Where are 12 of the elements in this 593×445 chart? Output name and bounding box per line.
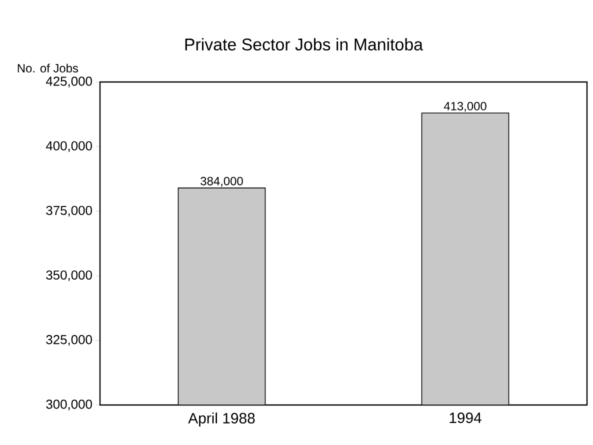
x-tick-label: 1994 xyxy=(450,412,482,424)
y-tick-label: 350,000 xyxy=(46,270,92,282)
x-tick-label: April 1988 xyxy=(188,412,255,426)
data-label: 384,000 xyxy=(200,176,243,187)
y-tick-label: 425,000 xyxy=(46,76,92,88)
y-axis-title: No. of Jobs xyxy=(18,64,78,72)
y-tick-label: 300,000 xyxy=(46,400,92,410)
y-tick-label: 400,000 xyxy=(46,141,92,152)
data-label: 413,000 xyxy=(444,102,486,112)
y-tick-label: 375,000 xyxy=(46,206,92,217)
y-tick-label: 325,000 xyxy=(46,335,92,346)
chart-title: Private Sector Jobs in Manitoba xyxy=(185,38,424,51)
